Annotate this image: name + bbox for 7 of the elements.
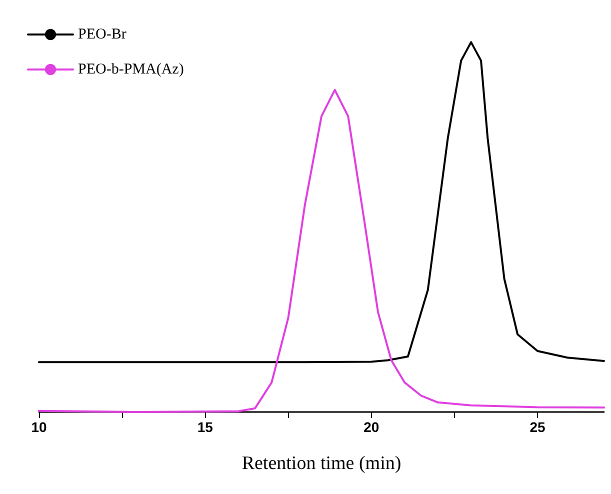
x-tick-label: 15	[197, 419, 214, 435]
legend-label: PEO-b-PMA(Az)	[78, 62, 184, 78]
legend-label: PEO-Br	[78, 26, 126, 42]
x-tick-label: 10	[31, 419, 47, 435]
x-tick-label: 25	[530, 419, 546, 435]
x-axis-title: Retention time (min)	[242, 453, 402, 474]
x-tick-label: 20	[364, 419, 380, 435]
